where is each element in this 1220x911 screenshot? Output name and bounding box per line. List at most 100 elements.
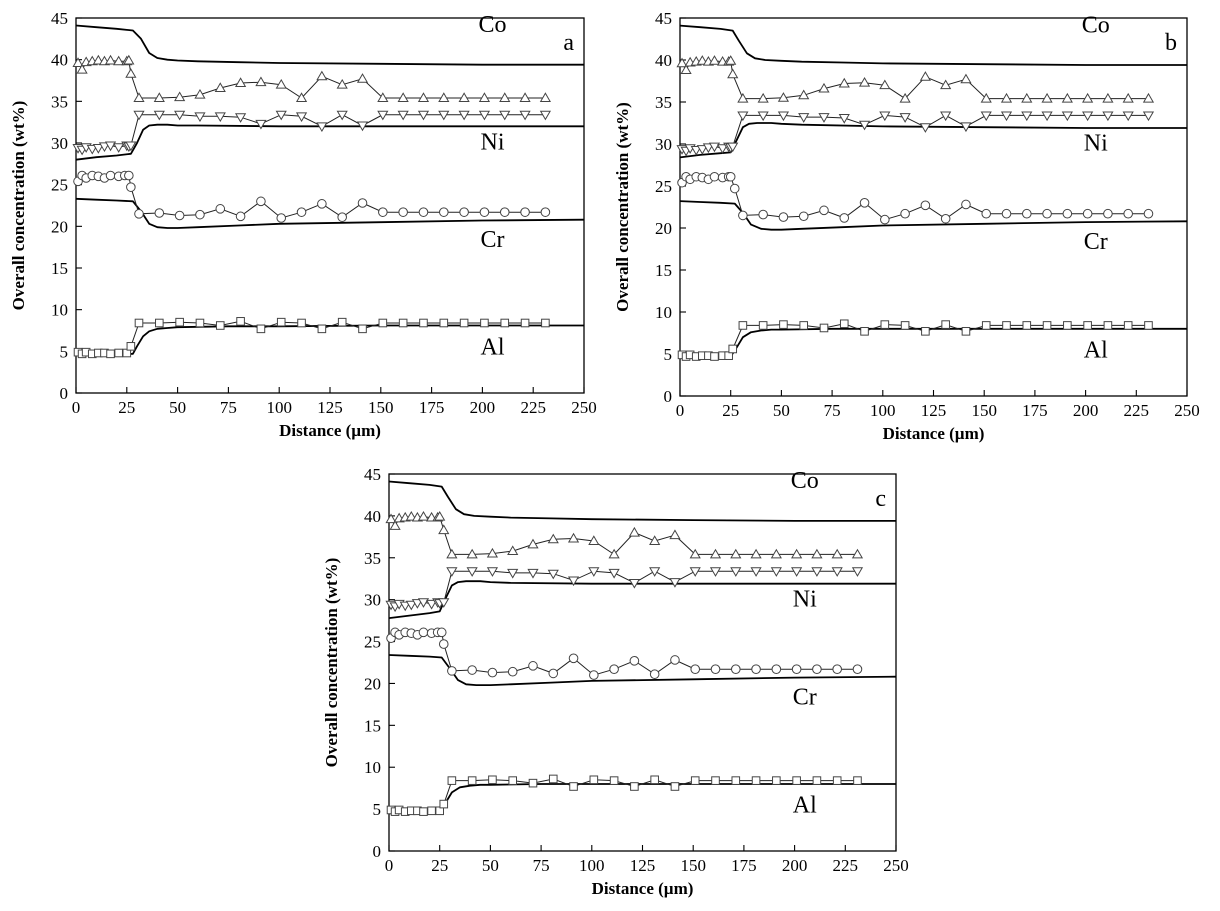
series-connector-co bbox=[77, 59, 546, 99]
data-point bbox=[214, 82, 226, 92]
data-point bbox=[466, 548, 478, 559]
data-point bbox=[696, 145, 708, 155]
data-point bbox=[628, 578, 640, 589]
data-point bbox=[336, 78, 348, 89]
data-point bbox=[727, 142, 739, 153]
y-tick-label: 45 bbox=[655, 9, 672, 28]
data-point bbox=[398, 318, 408, 328]
data-point bbox=[798, 89, 810, 100]
data-point bbox=[256, 196, 266, 207]
data-point bbox=[438, 207, 449, 217]
x-tick-label: 175 bbox=[1022, 401, 1048, 420]
data-point bbox=[1142, 92, 1155, 103]
data-point bbox=[649, 535, 661, 545]
x-tick-label: 50 bbox=[773, 401, 790, 420]
series-markers-co bbox=[72, 54, 551, 102]
data-point bbox=[879, 79, 891, 90]
data-point bbox=[215, 321, 225, 330]
series-label-cr: Cr bbox=[1084, 229, 1108, 255]
data-point bbox=[588, 535, 600, 545]
data-point bbox=[798, 113, 810, 123]
data-point bbox=[798, 211, 809, 222]
data-point bbox=[427, 806, 436, 816]
series-markers-ni bbox=[72, 110, 551, 156]
x-tick-label: 150 bbox=[368, 398, 394, 417]
panel-letter: a bbox=[563, 30, 574, 56]
data-point bbox=[1103, 321, 1113, 330]
data-point bbox=[920, 200, 931, 211]
data-point bbox=[777, 92, 790, 102]
data-point bbox=[194, 112, 206, 123]
data-point bbox=[1123, 321, 1133, 330]
data-point bbox=[357, 198, 368, 208]
data-point bbox=[126, 182, 136, 192]
data-point bbox=[479, 207, 490, 217]
data-point bbox=[779, 320, 788, 329]
data-point bbox=[772, 776, 781, 785]
data-point bbox=[609, 776, 619, 785]
data-point bbox=[812, 776, 822, 785]
data-point bbox=[589, 775, 599, 785]
data-point bbox=[731, 776, 741, 785]
data-point bbox=[980, 111, 992, 122]
series-markers-cr bbox=[386, 627, 863, 680]
data-point bbox=[1122, 111, 1134, 122]
data-point bbox=[650, 775, 659, 785]
x-tick-label: 125 bbox=[630, 856, 656, 875]
data-point bbox=[458, 92, 470, 102]
data-point bbox=[467, 776, 477, 785]
data-point bbox=[608, 568, 620, 579]
x-tick-label: 25 bbox=[118, 398, 135, 417]
data-point bbox=[316, 122, 328, 133]
data-point bbox=[649, 567, 661, 577]
data-point bbox=[405, 510, 417, 521]
data-point bbox=[1000, 111, 1013, 122]
y-tick-label: 45 bbox=[364, 465, 381, 484]
data-point bbox=[317, 324, 327, 334]
data-point bbox=[680, 64, 692, 75]
data-point bbox=[630, 782, 639, 791]
y-tick-label: 30 bbox=[364, 591, 381, 610]
data-point bbox=[411, 599, 423, 609]
x-tick-label: 100 bbox=[266, 398, 292, 417]
data-point bbox=[1021, 111, 1033, 122]
series-label-al: Al bbox=[793, 792, 817, 818]
data-point bbox=[567, 576, 580, 587]
data-point bbox=[214, 112, 226, 123]
data-point bbox=[466, 567, 478, 577]
data-point bbox=[831, 548, 843, 559]
data-point bbox=[725, 171, 736, 182]
x-tick-label: 0 bbox=[72, 398, 81, 417]
series-label-co: Co bbox=[791, 468, 819, 494]
series-line-ni bbox=[388, 580, 896, 619]
series-markers-al bbox=[386, 774, 862, 816]
y-tick-label: 5 bbox=[664, 345, 673, 364]
data-point bbox=[438, 598, 450, 608]
data-point bbox=[104, 54, 117, 65]
data-point bbox=[1061, 92, 1073, 103]
x-tick-label: 0 bbox=[676, 401, 685, 420]
data-point bbox=[960, 73, 972, 84]
y-tick-label: 20 bbox=[655, 219, 672, 238]
data-point bbox=[439, 318, 449, 328]
data-point bbox=[1042, 208, 1052, 219]
data-point bbox=[919, 123, 931, 133]
data-point bbox=[669, 578, 681, 588]
x-tick-label: 200 bbox=[782, 856, 808, 875]
x-tick-label: 175 bbox=[419, 398, 445, 417]
data-point bbox=[417, 92, 430, 102]
data-point bbox=[737, 92, 749, 103]
series-markers-al bbox=[677, 319, 1153, 361]
y-tick-label: 35 bbox=[51, 92, 68, 111]
data-point bbox=[519, 92, 531, 102]
data-point bbox=[689, 548, 701, 559]
data-point bbox=[777, 111, 790, 122]
data-point bbox=[337, 212, 347, 222]
x-tick-label: 225 bbox=[833, 856, 859, 875]
series-connector-co bbox=[390, 516, 858, 556]
data-point bbox=[818, 113, 830, 123]
data-point bbox=[295, 92, 308, 102]
data-point bbox=[738, 210, 748, 221]
series-line-al bbox=[679, 327, 1187, 360]
y-tick-label: 10 bbox=[655, 303, 672, 322]
